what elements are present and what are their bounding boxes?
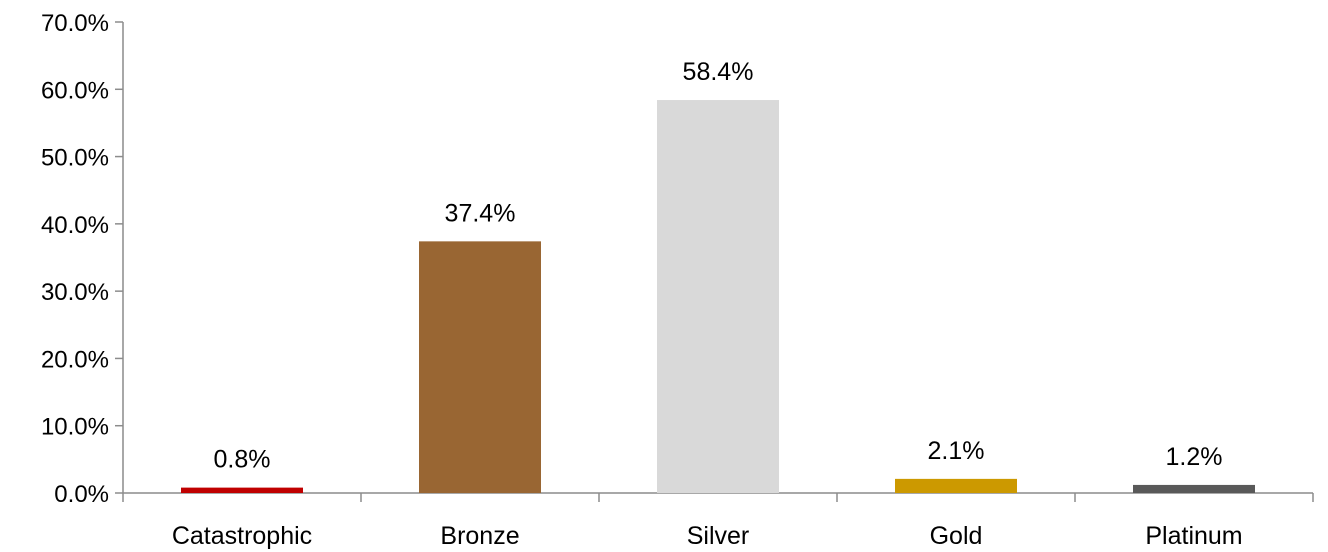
x-tick-label: Bronze — [440, 522, 519, 550]
y-tick-label: 50.0% — [41, 145, 109, 172]
data-label: 37.4% — [445, 199, 516, 227]
data-label: 58.4% — [683, 58, 754, 86]
x-tick-label: Platinum — [1145, 522, 1242, 550]
bars — [181, 100, 1255, 494]
x-tick-label: Gold — [930, 522, 983, 550]
x-tick-label: Silver — [687, 522, 750, 550]
y-tick-label: 0.0% — [54, 481, 109, 508]
y-tick-label: 10.0% — [41, 414, 109, 441]
bar-platinum — [1133, 484, 1255, 493]
y-axis: 0.0% 10.0% 20.0% 30.0% 40.0% 50.0% 60.0% 70.0% — [41, 10, 124, 508]
bar-bronze — [419, 241, 541, 493]
bar-silver — [657, 100, 779, 494]
data-label: 1.2% — [1166, 443, 1223, 471]
data-label: 0.8% — [214, 446, 271, 474]
bar-gold — [895, 478, 1017, 493]
y-tick-label: 30.0% — [41, 279, 109, 306]
x-axis: Catastrophic Bronze Silver Gold Platinum — [122, 492, 1314, 550]
y-tick-label: 40.0% — [41, 212, 109, 239]
data-label: 2.1% — [928, 437, 985, 465]
bar-catastrophic — [181, 487, 303, 493]
y-tick-label: 60.0% — [41, 77, 109, 104]
x-tick-label: Catastrophic — [172, 522, 312, 550]
data-labels: 0.8% 37.4% 58.4% 2.1% 1.2% — [214, 58, 1223, 474]
y-tick-label: 70.0% — [41, 10, 109, 37]
y-tick-label: 20.0% — [41, 346, 109, 373]
